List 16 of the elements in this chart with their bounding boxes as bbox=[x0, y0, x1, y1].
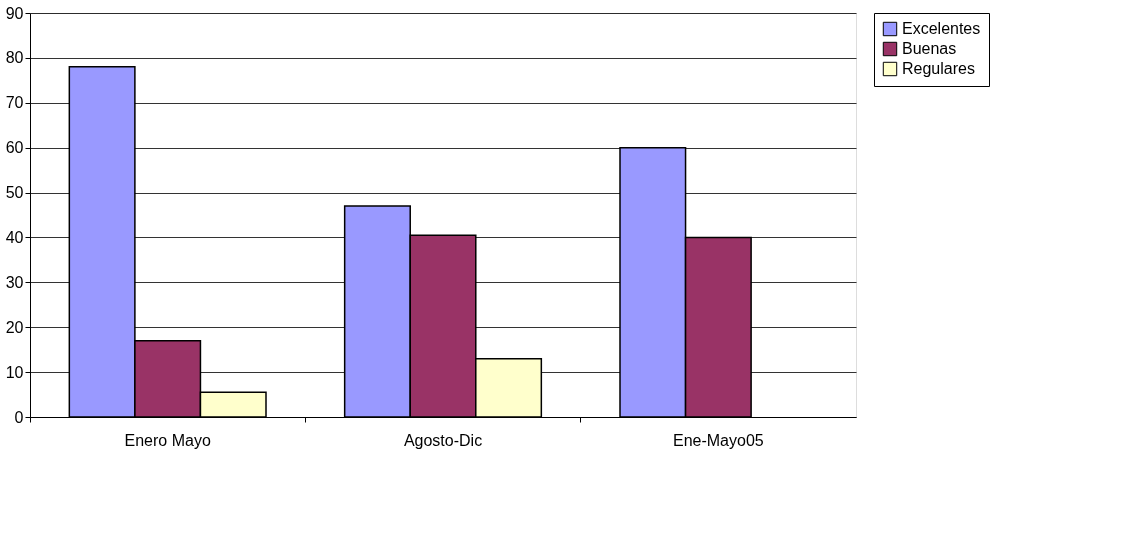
y-tick-label: 50 bbox=[5, 184, 24, 202]
y-tick-label: 10 bbox=[5, 363, 24, 381]
y-tick-label: 70 bbox=[5, 94, 24, 112]
legend-label: Regulares bbox=[902, 60, 975, 77]
x-tick-label: Enero Mayo bbox=[124, 431, 211, 449]
y-tick-label: 60 bbox=[5, 139, 24, 157]
x-tick-label: Ene-Mayo05 bbox=[672, 431, 764, 449]
y-tick-label: 0 bbox=[14, 408, 24, 426]
x-tick-label: Agosto-Dic bbox=[403, 431, 483, 449]
legend-label: Buenas bbox=[902, 40, 957, 57]
legend-label: Excelentes bbox=[902, 20, 981, 37]
y-tick-label: 90 bbox=[5, 4, 24, 22]
y-tick-label: 40 bbox=[5, 228, 24, 246]
y-tick-label: 80 bbox=[5, 49, 24, 67]
y-tick-label: 30 bbox=[5, 273, 24, 291]
y-tick-label: 20 bbox=[5, 318, 24, 336]
